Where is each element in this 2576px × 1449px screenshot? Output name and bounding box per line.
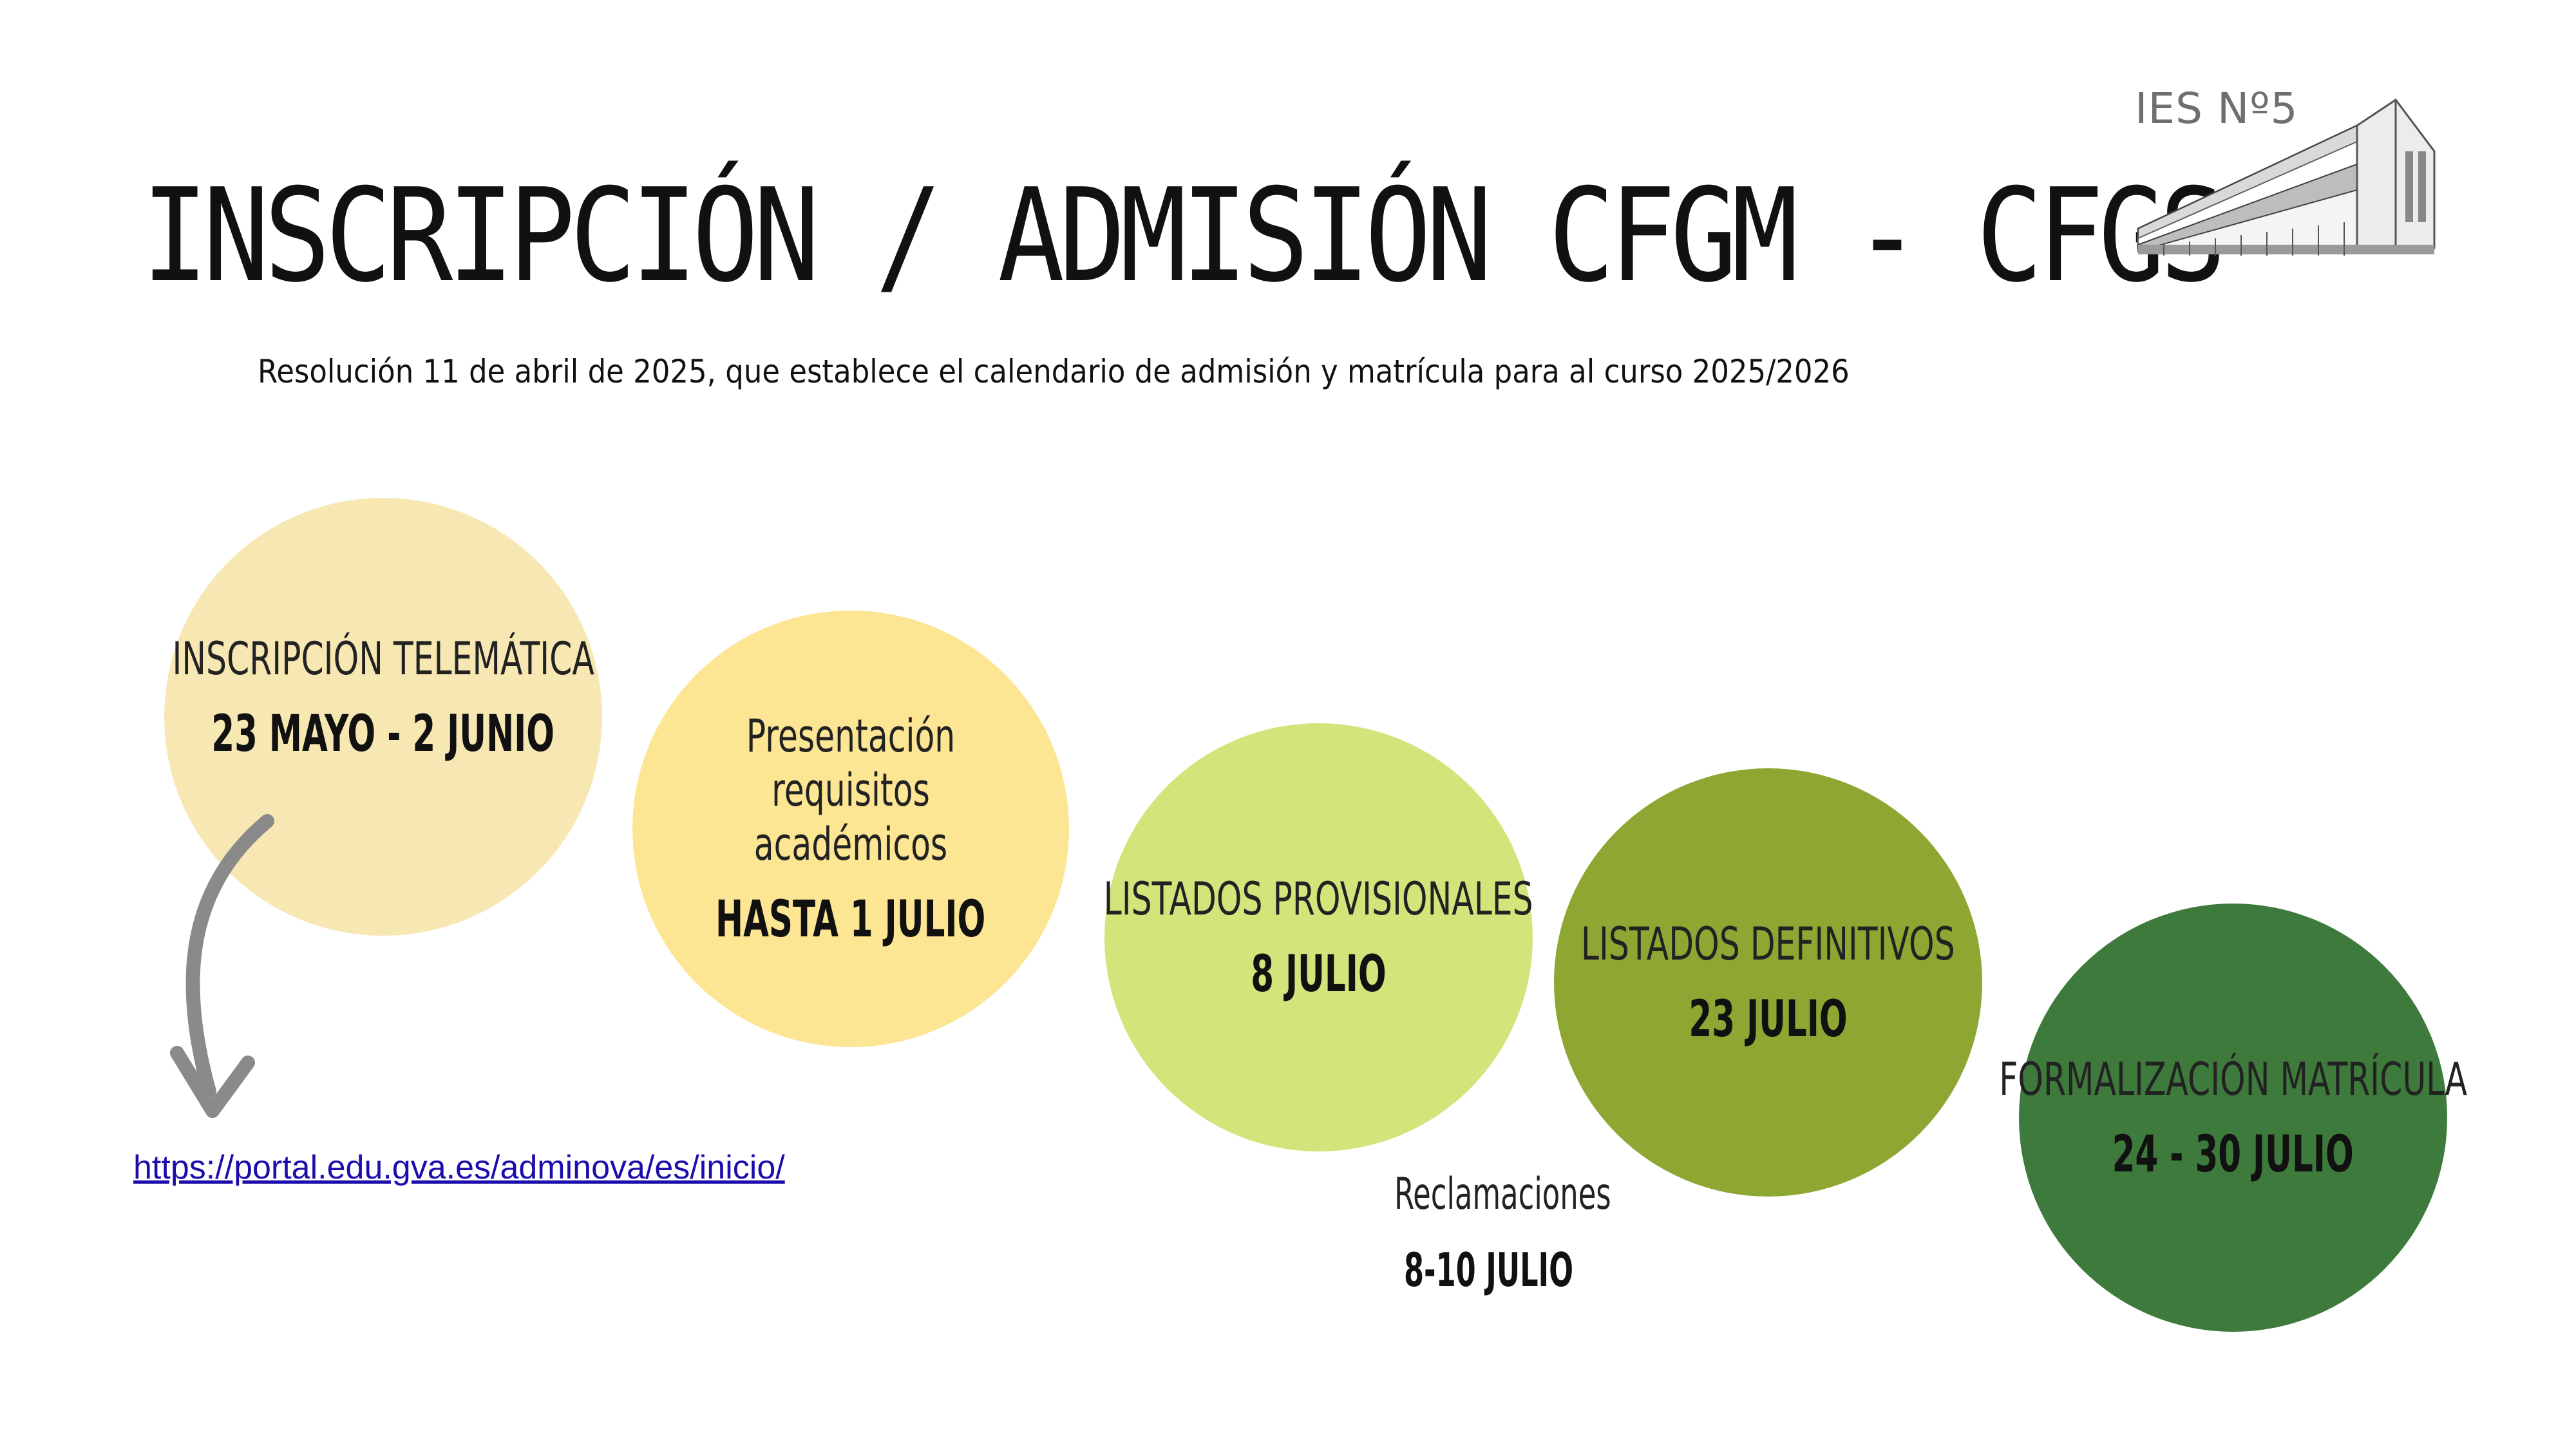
step-date: 23 JULIO (1689, 990, 1848, 1048)
step-label: Presentación requisitos académicos (746, 710, 956, 871)
step-label: LISTADOS DEFINITIVOS (1581, 917, 1955, 971)
claims-label: Reclamaciones (1394, 1169, 1611, 1220)
step-date: 24 - 30 JULIO (2112, 1125, 2354, 1184)
claims-date: 8-10 JULIO (1404, 1243, 1574, 1297)
page-title: INSCRIPCIÓN / ADMISIÓN CFGM - CFGS (142, 161, 2226, 311)
step-label: LISTADOS PROVISIONALES (1104, 872, 1533, 925)
step-listados-definitivos: LISTADOS DEFINITIVOS 23 JULIO (1554, 768, 1982, 1197)
adminova-link[interactable]: https://portal.edu.gva.es/adminova/es/in… (133, 1149, 785, 1186)
step-label: FORMALIZACIÓN MATRÍCULA (1999, 1052, 2467, 1106)
step-requisitos: Presentación requisitos académicos HASTA… (632, 611, 1069, 1047)
logo-text: IES Nº5 (2135, 84, 2298, 133)
step-date: 8 JULIO (1251, 945, 1387, 1003)
school-building-icon (2137, 98, 2436, 256)
step-date: HASTA 1 JULIO (715, 891, 986, 949)
page-subtitle: Resolución 11 de abril de 2025, que esta… (258, 353, 1850, 390)
step-inscripcion: INSCRIPCIÓN TELEMÁTICA 23 MAYO - 2 JUNIO (164, 498, 602, 936)
step-listados-provisionales: LISTADOS PROVISIONALES 8 JULIO (1104, 723, 1533, 1151)
curved-arrow-down-icon (170, 814, 274, 1118)
step-date: 23 MAYO - 2 JUNIO (211, 705, 555, 763)
step-formalizacion-matricula: FORMALIZACIÓN MATRÍCULA 24 - 30 JULIO (1999, 904, 2467, 1332)
step-label: INSCRIPCIÓN TELEMÁTICA (172, 632, 594, 685)
